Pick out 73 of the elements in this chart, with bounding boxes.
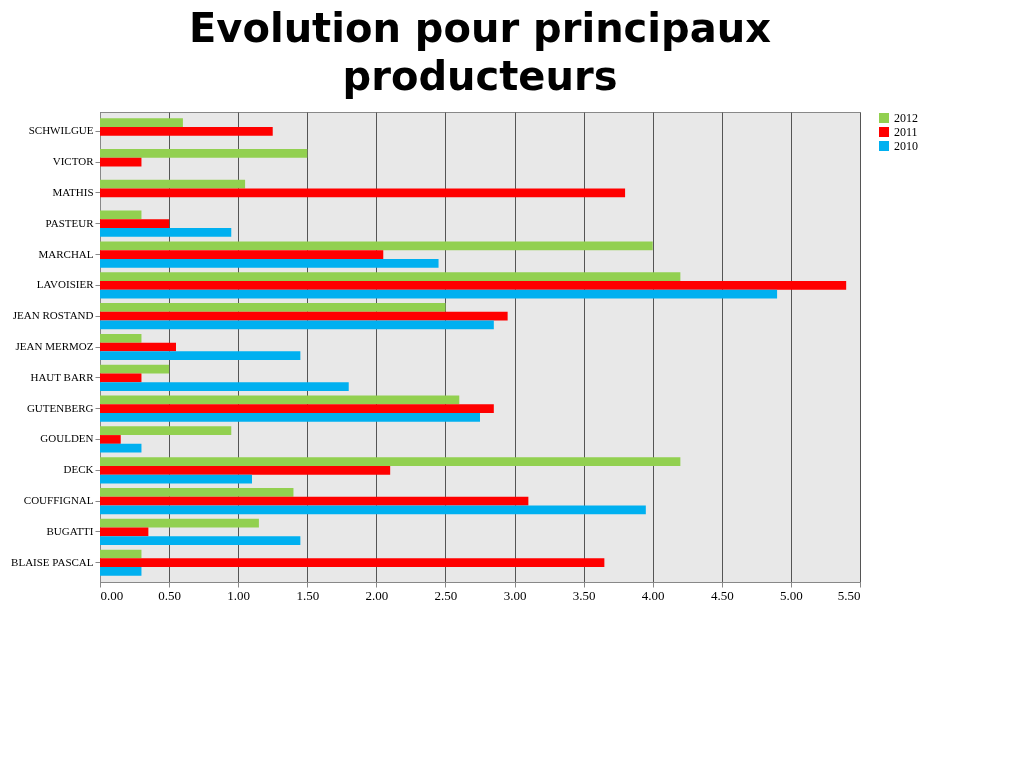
bar	[100, 413, 480, 422]
bar	[100, 488, 294, 497]
bar	[100, 219, 170, 229]
x-tick-label: 1.50	[296, 587, 320, 603]
y-tick-label: JEAN MERMOZ	[15, 340, 94, 352]
bar	[100, 272, 681, 281]
bar	[100, 474, 252, 484]
x-tick-label: 4.00	[641, 587, 665, 603]
bar	[100, 280, 847, 290]
y-tick-label: PASTEUR	[45, 216, 95, 229]
y-tick-label: GOULDEN	[40, 432, 94, 445]
bar	[100, 567, 142, 576]
chart-title: Evolution pour principaux producteurs	[189, 5, 772, 99]
bar	[100, 118, 183, 127]
bar	[100, 558, 605, 568]
bar	[100, 382, 349, 391]
bar	[100, 303, 446, 312]
y-tick-label: BLAISE PASCAL	[11, 555, 94, 568]
x-tick-label: 0.00	[100, 587, 124, 603]
bar	[100, 157, 142, 167]
y-tick-label: SCHWILGUE	[28, 124, 94, 137]
bar	[100, 404, 494, 414]
bar	[100, 496, 529, 506]
bar	[100, 179, 246, 189]
bar	[100, 435, 121, 444]
x-tick-label: 1.00	[227, 587, 251, 603]
legend-label: 2011	[894, 125, 918, 139]
bar	[100, 373, 142, 383]
y-tick-label: LAVOISIER	[36, 278, 95, 291]
bar	[100, 443, 142, 453]
bar	[100, 126, 273, 136]
bar	[100, 395, 460, 405]
bar	[100, 228, 232, 237]
bar	[100, 342, 176, 352]
y-tick-label: DECK	[63, 463, 94, 476]
y-tick-label: BUGATTI	[46, 524, 94, 537]
y-tick-label: HAUT BARR	[30, 370, 95, 383]
y-tick-label: MARCHAL	[38, 247, 94, 260]
bar	[100, 457, 681, 466]
bar	[100, 465, 391, 475]
x-tick-label: 5.00	[780, 587, 803, 603]
x-tick-label: 2.50	[434, 587, 458, 603]
bar	[100, 518, 259, 528]
y-tick-label: MATHIS	[52, 185, 94, 198]
bar	[100, 289, 778, 299]
x-tick-label: 4.50	[710, 587, 734, 603]
y-tick-label: VICTOR	[52, 155, 95, 168]
bar	[100, 549, 142, 559]
bar	[100, 320, 494, 330]
bar	[100, 536, 301, 546]
bar	[100, 210, 142, 220]
legend-label: 2012	[894, 111, 918, 125]
y-tick-label: JEAN ROSTAND	[12, 309, 94, 322]
bar	[100, 258, 439, 268]
bar	[100, 148, 308, 158]
bar	[100, 188, 626, 198]
x-tick-label: 2.00	[365, 587, 389, 603]
x-tick-label: 0.50	[158, 587, 181, 603]
bar	[100, 527, 149, 537]
x-tick-label: 5.50	[837, 587, 861, 603]
bar	[100, 426, 232, 436]
bar	[100, 364, 170, 374]
bar	[100, 505, 646, 515]
bar	[100, 351, 301, 361]
y-tick-label: COUFFIGNAL	[23, 494, 94, 507]
bar	[100, 241, 653, 251]
bar	[100, 250, 384, 259]
y-tick-label: GUTENBERG	[26, 401, 94, 414]
x-tick-label: 3.00	[503, 587, 527, 603]
legend-label: 2010	[894, 139, 918, 153]
bar	[100, 311, 508, 321]
x-tick-label: 3.50	[572, 587, 596, 603]
bar	[100, 333, 142, 343]
